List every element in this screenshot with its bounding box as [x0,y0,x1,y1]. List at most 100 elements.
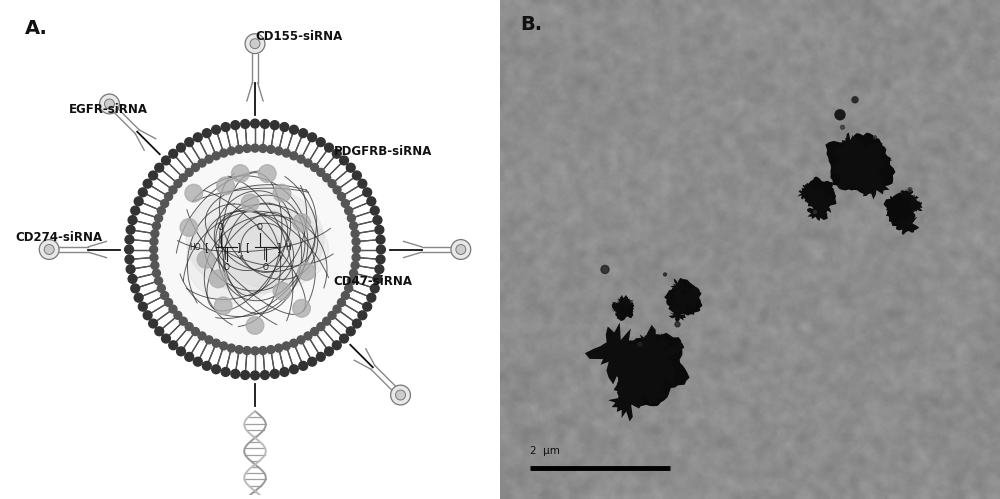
Circle shape [311,327,319,335]
Polygon shape [638,362,669,394]
Circle shape [370,284,379,293]
Circle shape [231,121,240,130]
Circle shape [299,361,308,370]
Polygon shape [622,295,634,309]
Circle shape [126,226,135,234]
Circle shape [161,291,169,299]
Circle shape [169,186,177,194]
Polygon shape [585,322,640,384]
Circle shape [347,277,355,285]
Circle shape [177,347,185,356]
Circle shape [333,305,341,313]
Circle shape [267,145,275,153]
Circle shape [174,180,182,188]
Circle shape [209,270,227,288]
Text: B.: B. [520,15,542,34]
Circle shape [367,293,376,302]
Polygon shape [669,286,693,309]
Circle shape [323,317,331,325]
Circle shape [185,169,193,176]
Circle shape [304,159,312,167]
Circle shape [259,145,267,152]
Circle shape [185,138,194,147]
Circle shape [317,323,325,330]
Circle shape [169,149,178,158]
Circle shape [297,336,305,344]
Polygon shape [853,163,890,200]
Circle shape [350,222,358,230]
Polygon shape [674,301,689,316]
Polygon shape [807,199,828,221]
Circle shape [128,274,137,283]
Circle shape [191,164,199,172]
Circle shape [198,332,206,340]
Text: O: O [218,224,224,233]
Circle shape [273,282,291,300]
Circle shape [908,188,912,192]
Polygon shape [808,189,836,216]
Circle shape [105,99,114,109]
Circle shape [185,323,193,330]
Circle shape [100,94,119,114]
Circle shape [231,165,249,182]
Circle shape [664,273,666,276]
Circle shape [220,149,228,157]
Circle shape [259,347,267,354]
Text: ]: ] [277,242,281,252]
Circle shape [376,235,385,244]
Text: PDGFRB-siRNA: PDGFRB-siRNA [333,145,432,158]
Circle shape [212,339,220,347]
Circle shape [162,334,170,343]
Circle shape [275,344,283,352]
Circle shape [835,110,845,120]
Circle shape [197,250,215,268]
Circle shape [293,299,310,317]
Circle shape [174,311,182,319]
Circle shape [316,352,325,361]
Text: H: H [285,243,291,251]
Circle shape [221,123,230,131]
Circle shape [217,177,234,195]
Circle shape [235,145,243,153]
Text: 2  μm: 2 μm [530,446,560,456]
Circle shape [325,347,333,356]
Circle shape [270,369,279,378]
Polygon shape [679,284,702,308]
Circle shape [367,197,376,206]
Polygon shape [614,345,668,406]
Circle shape [235,346,243,354]
Polygon shape [910,201,923,212]
Circle shape [185,352,194,361]
Circle shape [245,34,265,53]
Polygon shape [633,335,666,369]
Circle shape [165,298,173,306]
Circle shape [282,342,290,350]
Circle shape [370,206,379,215]
Circle shape [280,123,289,131]
Circle shape [290,125,298,134]
Ellipse shape [186,186,324,293]
Polygon shape [622,345,648,363]
Circle shape [202,129,211,138]
Circle shape [157,207,165,215]
Polygon shape [894,214,919,235]
Circle shape [243,145,251,152]
Circle shape [337,298,345,306]
Circle shape [267,346,275,354]
Circle shape [179,317,187,325]
Polygon shape [671,303,685,317]
Ellipse shape [221,210,328,289]
Circle shape [298,263,315,280]
Circle shape [377,245,385,254]
Circle shape [351,230,359,238]
Text: CD47-siRNA: CD47-siRNA [333,275,412,288]
Circle shape [251,119,259,128]
Circle shape [352,253,360,261]
Circle shape [243,347,251,354]
Polygon shape [614,333,690,406]
Circle shape [179,174,187,182]
Circle shape [128,216,137,225]
Circle shape [376,255,385,264]
Circle shape [260,120,269,128]
Circle shape [337,193,345,201]
